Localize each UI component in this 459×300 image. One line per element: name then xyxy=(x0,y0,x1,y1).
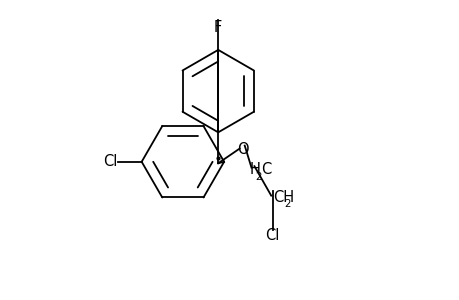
Text: O: O xyxy=(237,142,248,158)
Text: Cl: Cl xyxy=(265,228,279,243)
Text: H: H xyxy=(249,162,259,177)
Text: Cl: Cl xyxy=(103,154,118,169)
Text: C: C xyxy=(261,162,271,177)
Text: 2: 2 xyxy=(284,200,290,209)
Text: CH: CH xyxy=(272,190,293,205)
Text: 2: 2 xyxy=(255,172,262,182)
Text: F: F xyxy=(213,20,222,35)
